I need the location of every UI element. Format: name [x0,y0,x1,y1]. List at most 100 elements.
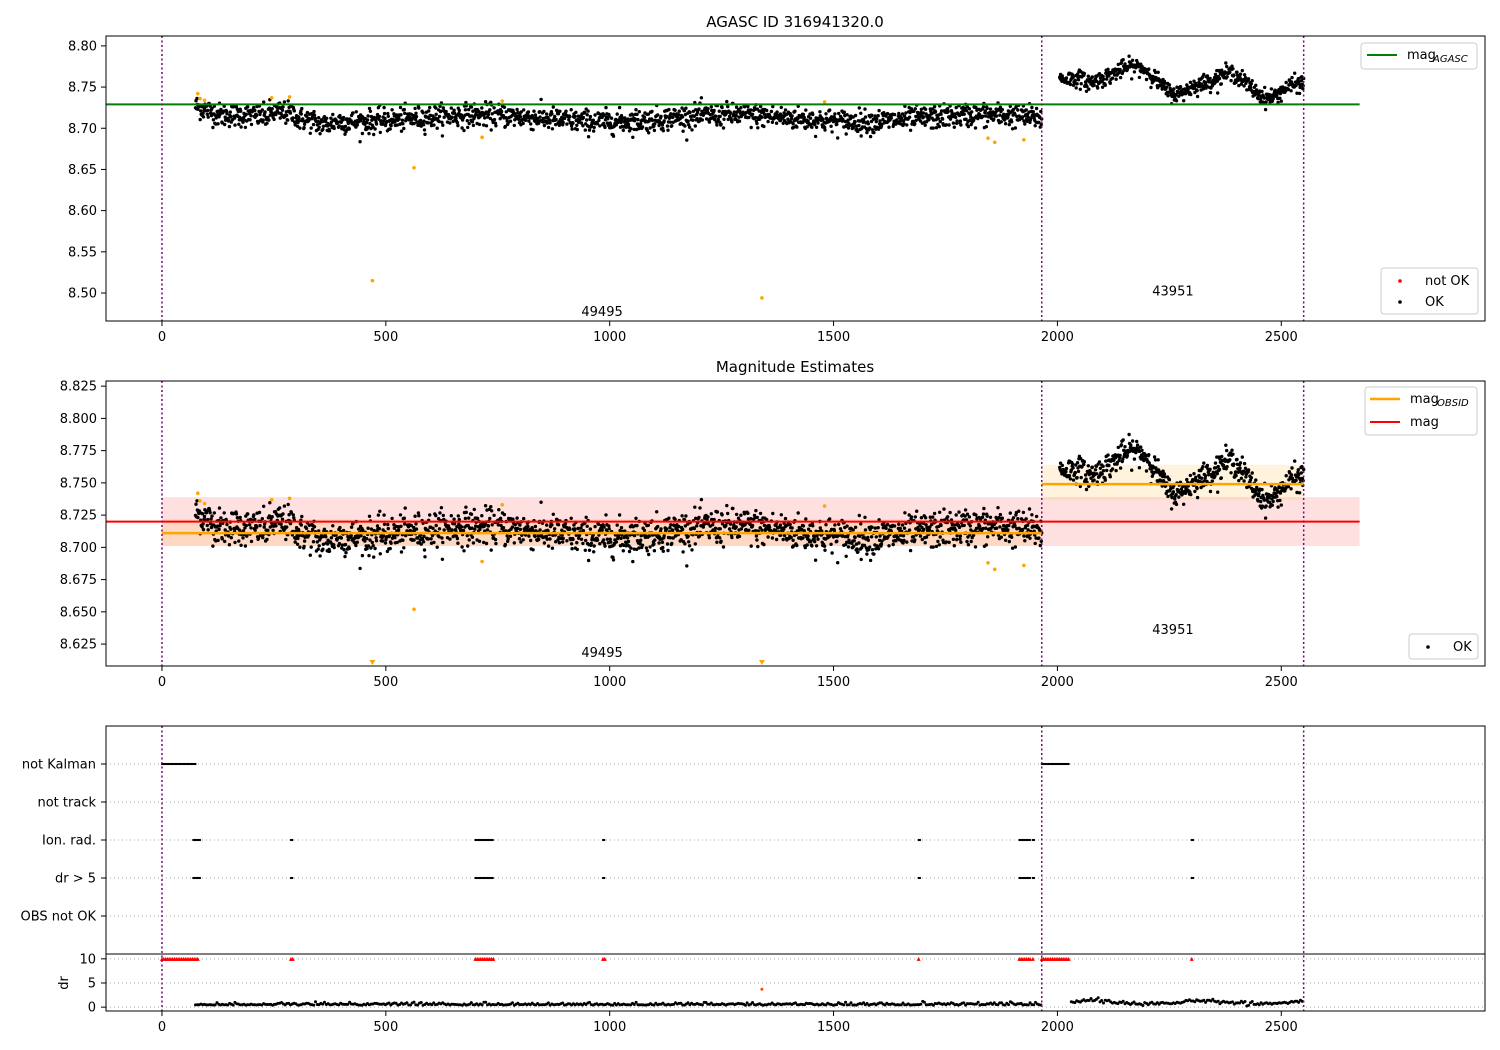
ok-point-1051 [687,125,692,129]
ok-point-650 [499,523,503,528]
ok-point-2205 [1238,461,1243,465]
ok-point-1878 [1092,478,1096,482]
ok-point-50 [217,527,221,532]
ok-point-443 [402,546,406,550]
ok-point-1175 [746,104,750,109]
ok-point-1786 [1033,124,1037,128]
ok-point-115 [247,523,252,527]
ok-point-831 [584,515,588,519]
ok-point-794 [567,118,571,122]
ok-point-1903 [1103,478,1108,482]
ok-point-1298 [804,517,808,521]
ok-point-1227 [770,120,775,125]
ok-point-1251 [782,527,786,531]
ok-point-1149 [734,117,738,121]
ok-point-483 [420,537,425,541]
ok-point-965 [647,534,651,538]
ok-point-873 [604,105,608,110]
ok-point-613 [482,540,486,545]
ok-point-1603 [947,123,951,127]
ok-point-1979 [1137,466,1142,470]
ok-point-2142 [1210,479,1215,483]
ok-point-1037 [681,129,685,133]
ok-point-1407 [855,547,859,551]
ok-point-495 [426,121,430,125]
ok-point-67 [225,112,229,116]
ok-point-1502 [900,116,904,120]
ok-point-1714 [999,120,1003,124]
ok-point-1647 [968,118,972,123]
ok-point-857 [596,522,601,526]
ok-point-1460 [880,539,884,543]
ok-point-2131 [1205,463,1210,468]
ok-point-34 [209,525,214,530]
ok-point-951 [640,543,645,547]
outlier-point-13 [822,504,827,508]
ok-point-1040 [682,518,687,522]
ok-point-993 [660,540,665,544]
ok-point-2190 [1232,73,1236,77]
y-tick-label-6: 8.80 [68,39,97,54]
ok-point-1898 [1101,74,1105,79]
ok-point-1425 [863,115,868,119]
ok-point-226 [300,514,304,519]
ok-point-976 [652,549,657,553]
ok-point-838 [587,548,592,552]
ok-point-1237 [775,110,779,114]
y-tick-label-4: 8.70 [68,122,97,137]
ok-point-1339 [823,548,827,552]
ok-point-811 [575,123,579,128]
ok-point-63 [223,528,227,532]
ok-point-24 [205,509,209,513]
ok-point-1120 [720,513,724,517]
ok-point-1751 [1017,509,1021,513]
ok-point-1295 [802,115,806,120]
ok-point-252 [312,109,316,114]
ok-point-391 [377,527,382,531]
ok-point-484 [421,111,425,115]
outlier-point-1 [412,165,416,170]
ok-point-1919 [1110,467,1115,471]
ok-point-684 [515,516,519,520]
ok-point-697 [521,538,525,542]
ok-point-459 [409,523,413,528]
ok-point-1587 [939,109,944,113]
ok-point-385 [374,122,379,126]
ok-point-1659 [973,126,978,130]
ok-point-769 [555,108,559,113]
ok-point-1552 [923,123,927,127]
ok-point-487 [422,548,427,552]
ok-point-156 [267,118,271,122]
ok-point-587 [469,105,474,109]
y-tick-label-0: 8.50 [68,286,97,301]
ok-point-1145 [732,523,736,527]
ok-point-1648 [968,112,972,117]
ok-point-1098 [710,517,714,522]
ok-point-541 [448,121,452,125]
ok-point-2326 [1293,71,1297,75]
ok-point-1914 [1108,81,1113,85]
ok-point-2231 [1250,79,1254,83]
ok-point-1424 [863,107,867,111]
ok-point-207 [291,116,295,120]
ok-point-498 [428,513,432,517]
ok-point-1619 [955,537,959,542]
ok-point-1160 [739,106,743,110]
ok-point-221 [297,118,302,123]
ok-point-1449 [875,117,879,121]
ok-point-332 [349,525,354,529]
ok-point-2013 [1152,455,1157,459]
ok-point-76 [229,536,233,540]
ok-point-444 [402,516,406,520]
ok-point-1576 [934,544,939,549]
ok-point-1960 [1129,443,1133,447]
ok-point-915 [624,540,628,544]
ok-point-661 [504,110,508,114]
ok-point-15 [200,512,205,516]
ok-point-365 [365,546,369,551]
ok-point-33 [209,517,213,521]
ok-point-26 [206,517,210,522]
legend-label-ok: OK [1425,295,1444,310]
ok-point-285 [327,129,332,133]
ok-point-2318 [1289,487,1293,491]
